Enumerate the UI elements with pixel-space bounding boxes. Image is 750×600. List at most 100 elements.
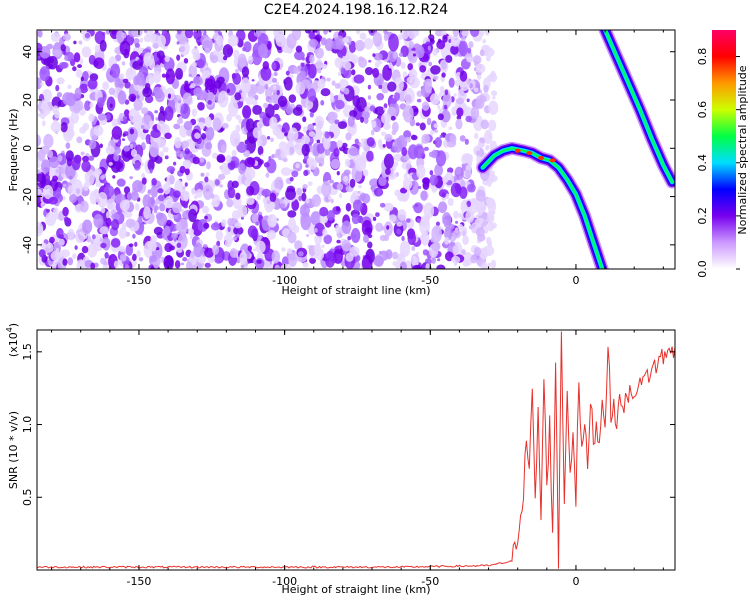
noise-blob xyxy=(130,191,139,201)
noise-blob xyxy=(421,133,430,144)
noise-blob xyxy=(88,113,95,122)
noise-blob xyxy=(76,259,86,269)
noise-blob xyxy=(302,261,309,268)
noise-blob xyxy=(204,116,212,128)
noise-blob xyxy=(169,175,175,185)
noise-blob xyxy=(307,123,315,132)
noise-blob xyxy=(479,49,485,57)
noise-blob xyxy=(331,80,336,86)
noise-blob xyxy=(203,222,210,229)
noise-blob xyxy=(154,90,165,103)
noise-blob xyxy=(366,150,374,162)
noise-blob xyxy=(272,85,277,90)
noise-blob xyxy=(111,126,123,140)
noise-blob xyxy=(158,110,166,124)
noise-blob xyxy=(349,178,356,188)
noise-blob xyxy=(443,142,448,146)
noise-blob xyxy=(229,247,238,258)
noise-blob xyxy=(189,234,193,240)
noise-blob xyxy=(348,147,360,156)
noise-blob xyxy=(141,177,147,185)
noise-blob xyxy=(126,126,138,143)
noise-blob xyxy=(464,138,469,145)
noise-blob xyxy=(80,76,84,82)
noise-blob xyxy=(226,88,230,93)
noise-blob xyxy=(477,209,483,217)
noise-blob xyxy=(419,122,426,131)
noise-blob xyxy=(434,137,442,148)
noise-blob xyxy=(218,173,226,181)
noise-blob xyxy=(335,206,341,212)
noise-blob xyxy=(172,202,182,214)
noise-blob xyxy=(480,262,489,269)
noise-blob xyxy=(105,113,111,121)
noise-blob xyxy=(336,239,341,244)
noise-blob xyxy=(256,121,264,129)
noise-blob xyxy=(97,97,105,108)
noise-blob xyxy=(39,108,47,120)
noise-blob xyxy=(266,135,271,140)
noise-blob xyxy=(483,129,493,145)
noise-blob xyxy=(136,250,141,258)
noise-blob xyxy=(307,63,317,79)
noise-blob xyxy=(238,163,246,175)
noise-blob xyxy=(308,131,316,138)
noise-blob xyxy=(50,121,62,133)
noise-blob xyxy=(82,219,93,234)
noise-blob xyxy=(341,220,352,234)
noise-blob xyxy=(409,76,420,89)
noise-blob xyxy=(382,64,392,81)
noise-blob xyxy=(350,228,361,244)
noise-blob xyxy=(197,101,205,111)
noise-blob xyxy=(287,127,299,143)
noise-blob xyxy=(176,242,182,249)
noise-blob xyxy=(123,109,130,118)
noise-blob xyxy=(47,150,54,159)
noise-blob xyxy=(355,39,365,52)
noise-blob xyxy=(407,63,414,71)
noise-blob xyxy=(466,98,470,103)
noise-blob xyxy=(335,99,345,110)
noise-blob xyxy=(487,221,495,232)
noise-blob xyxy=(212,117,222,132)
noise-blob xyxy=(66,157,73,167)
noise-blob xyxy=(97,113,106,121)
noise-blob xyxy=(323,30,328,35)
noise-blob xyxy=(336,183,344,191)
noise-blob xyxy=(230,130,241,147)
noise-blob xyxy=(216,240,221,247)
noise-blob xyxy=(240,77,251,94)
noise-blob xyxy=(252,127,263,139)
noise-blob xyxy=(485,144,490,149)
noise-blob xyxy=(56,91,63,98)
noise-blob xyxy=(383,202,394,212)
noise-blob xyxy=(89,190,98,205)
noise-blob xyxy=(432,48,438,57)
noise-blob xyxy=(200,172,205,177)
noise-blob xyxy=(60,249,71,258)
noise-blob xyxy=(274,30,286,43)
noise-blob xyxy=(280,263,292,269)
noise-blob xyxy=(376,188,382,197)
noise-blob xyxy=(122,78,129,84)
noise-blob xyxy=(352,199,363,212)
noise-blob xyxy=(111,219,120,231)
noise-blob xyxy=(67,84,72,90)
noise-blob xyxy=(194,132,201,139)
noise-blob xyxy=(413,202,423,214)
noise-blob xyxy=(271,250,281,264)
noise-blob xyxy=(442,34,448,43)
noise-blob xyxy=(423,202,435,219)
noise-blob xyxy=(241,66,250,78)
noise-blob xyxy=(452,229,461,239)
noise-blob xyxy=(184,167,190,176)
noise-blob xyxy=(396,228,402,235)
noise-blob xyxy=(214,256,223,264)
noise-blob xyxy=(205,126,215,141)
noise-blob xyxy=(119,199,130,211)
noise-blob xyxy=(383,234,390,241)
noise-blob xyxy=(114,54,122,62)
noise-blob xyxy=(461,30,470,37)
noise-blob xyxy=(470,106,480,120)
